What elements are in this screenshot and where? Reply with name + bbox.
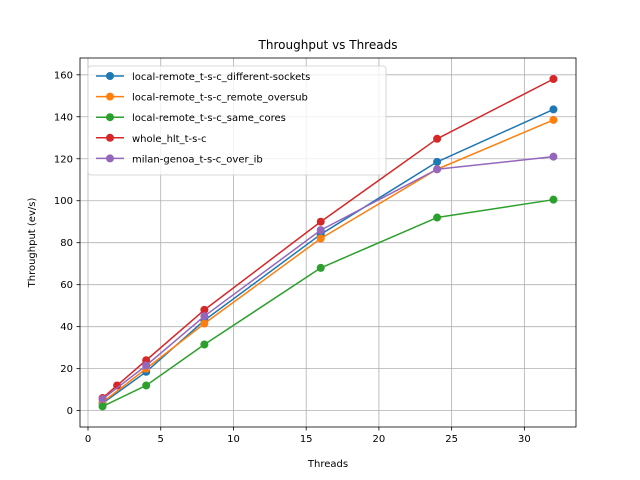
y-axis-label: Throughput (ev/s) — [27, 198, 38, 289]
legend-item: local-remote_t-s-c_different-sockets — [96, 72, 310, 83]
data-point — [433, 165, 442, 174]
y-tick-label: 160 — [54, 70, 73, 81]
x-tick-label: 30 — [518, 434, 531, 445]
x-axis-label: Threads — [307, 459, 348, 470]
data-point — [98, 402, 107, 411]
data-point — [549, 195, 558, 204]
legend-swatch-marker — [106, 72, 114, 80]
legend-label: whole_hlt_t-s-c — [132, 134, 206, 145]
data-point — [549, 115, 558, 124]
series-line — [102, 119, 554, 403]
legend-label: milan-genoa_t-s-c_over_ib — [132, 154, 263, 165]
data-point — [316, 217, 325, 226]
y-tick-label: 120 — [54, 154, 73, 165]
data-point — [113, 381, 122, 390]
y-tick-label: 40 — [60, 322, 73, 333]
tick-layer: 0 5 10 15 20 25 30 0 20 40 60 80 100 120 140 160 — [54, 70, 531, 445]
data-point — [433, 157, 442, 166]
data-point — [98, 395, 107, 404]
legend-box — [87, 65, 387, 176]
legend-label: local-remote_t-s-c_same_cores — [132, 113, 286, 124]
series-layer — [98, 74, 558, 411]
series-5 — [98, 152, 558, 404]
y-tick-label: 20 — [60, 364, 73, 375]
data-point — [200, 340, 209, 349]
legend-item: local-remote_t-s-c_remote_oversub — [96, 92, 308, 104]
series-line — [102, 108, 554, 404]
chart-title: Throughput vs Threads — [258, 38, 398, 52]
data-point — [200, 312, 209, 321]
data-point — [549, 105, 558, 114]
legend-swatch-marker — [106, 113, 114, 122]
legend-item: local-remote_t-s-c_same_cores — [96, 113, 286, 124]
series-line — [102, 155, 554, 400]
data-point — [200, 319, 209, 328]
data-point — [433, 213, 442, 222]
x-tick-label: 20 — [373, 434, 386, 445]
legend-label: local-remote_t-s-c_different-sockets — [132, 72, 310, 83]
x-tick-label: 15 — [300, 434, 313, 445]
data-point — [549, 74, 558, 83]
x-tick-label: 5 — [158, 434, 164, 445]
legend: local-remote_t-s-c_different-socketsloca… — [87, 65, 387, 176]
x-tick-label: 0 — [85, 434, 91, 445]
data-point — [142, 381, 151, 390]
x-tick-label: 10 — [227, 434, 240, 445]
legend-swatch-marker — [106, 92, 114, 101]
data-point — [433, 134, 442, 143]
series-3 — [98, 195, 558, 411]
data-point — [549, 152, 558, 161]
data-point — [200, 305, 209, 314]
legend-label: local-remote_t-s-c_remote_oversub — [132, 93, 308, 104]
data-point — [142, 361, 151, 370]
y-tick-label: 80 — [60, 238, 73, 249]
x-tick-label: 25 — [445, 434, 458, 445]
legend-swatch-marker — [106, 154, 114, 163]
legend-item: whole_hlt_t-s-c — [96, 133, 206, 145]
data-point — [316, 234, 325, 243]
y-tick-label: 140 — [54, 112, 73, 123]
legend-item: milan-genoa_t-s-c_over_ib — [96, 154, 263, 165]
series-line — [102, 198, 554, 408]
legend-swatch-marker — [106, 133, 114, 142]
y-tick-label: 60 — [60, 280, 73, 291]
y-tick-label: 0 — [67, 406, 73, 417]
data-point — [316, 263, 325, 272]
y-tick-label: 100 — [54, 196, 73, 207]
data-point — [316, 226, 325, 235]
